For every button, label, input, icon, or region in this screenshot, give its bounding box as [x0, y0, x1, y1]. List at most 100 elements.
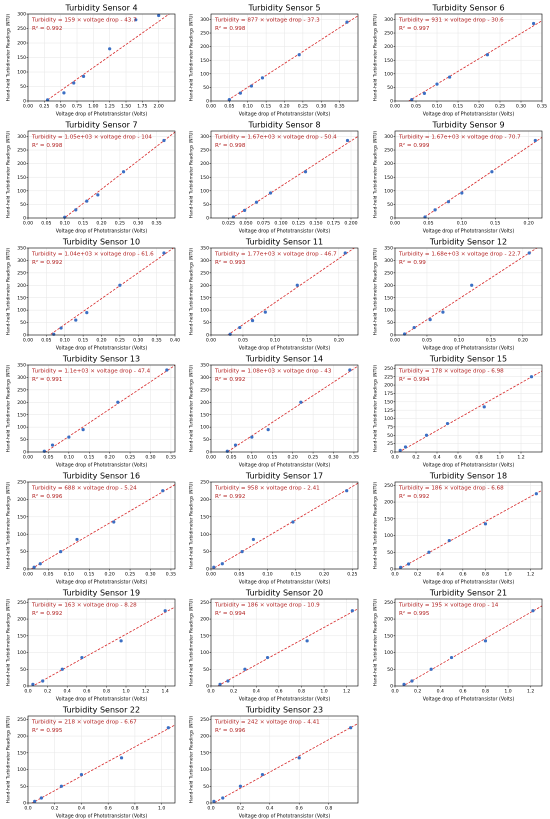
y-tick-label: 0: [23, 801, 26, 807]
data-point: [31, 683, 34, 686]
data-point: [162, 139, 165, 142]
chart-title: Turbidity Sensor 5: [247, 4, 320, 13]
x-tick-label: 0.20: [319, 572, 329, 578]
y-axis-label: Hand-held Turbidimeter Readings (NTU): [6, 716, 12, 804]
x-axis-label: Voltage drop of Phototransistor (Volts): [239, 697, 331, 703]
x-tick-label: 0.15: [84, 572, 94, 578]
y-tick-label: 50: [387, 202, 393, 208]
y-tick-label: 250: [200, 600, 209, 606]
data-point: [62, 91, 65, 94]
y-tick-label: 150: [17, 295, 26, 301]
x-tick-label: 0.4: [437, 689, 444, 695]
x-tick-label: 0.40: [170, 338, 180, 344]
x-tick-label: 0.10: [262, 572, 272, 578]
data-point: [162, 251, 165, 254]
x-tick-label: 0.4: [266, 806, 273, 812]
y-tick-label: 50: [387, 550, 393, 556]
x-tick-label: 0.25: [115, 338, 125, 344]
x-tick-label: 0.2: [414, 572, 421, 578]
y-tick-label: 350: [17, 246, 26, 252]
data-point: [63, 216, 66, 219]
y-tick-label: 100: [384, 533, 393, 539]
x-tick-label: 0.4: [253, 689, 260, 695]
fit-equation: Turbidity = 1.04e+03 × voltage drop - 61…: [31, 252, 154, 258]
y-tick-label: 100: [17, 70, 26, 76]
data-point: [429, 318, 432, 321]
y-axis-label: Hand-held Turbidimeter Readings (NTU): [373, 131, 379, 219]
y-axis-label: Hand-held Turbidimeter Readings (NTU): [373, 248, 379, 336]
y-tick-label: 50: [20, 320, 26, 326]
x-tick-label: 0.8: [131, 806, 138, 812]
x-axis-label: Voltage drop of Phototransistor (Volts): [239, 346, 331, 352]
data-point: [528, 251, 531, 254]
data-point: [345, 489, 348, 492]
data-point: [291, 520, 294, 523]
x-tick-label: 0.05: [422, 338, 432, 344]
x-tick-label: 0.35: [537, 104, 547, 110]
y-tick-label: 100: [200, 767, 209, 773]
data-point: [447, 200, 450, 203]
x-tick-label: 0.15: [267, 455, 277, 461]
x-tick-label: 1.2: [343, 689, 350, 695]
y-tick-label: 250: [17, 26, 26, 32]
x-tick-label: 1.2: [527, 689, 534, 695]
y-tick-label: 350: [200, 363, 209, 369]
fit-equation: Turbidity = 242 × voltage drop - 4.41: [214, 720, 320, 726]
x-tick-label: 0.30: [133, 338, 143, 344]
y-tick-label: 200: [200, 161, 209, 167]
chart-title: Turbidity Sensor 15: [429, 355, 507, 364]
y-tick-label: 0: [206, 216, 209, 222]
fit-equation: Turbidity = 178 × voltage drop - 6.98: [398, 369, 504, 375]
data-point: [402, 683, 405, 686]
x-tick-label: 0.200: [344, 221, 357, 227]
y-tick-label: 200: [384, 161, 393, 167]
y-tick-label: 0: [390, 684, 393, 690]
data-point: [118, 284, 121, 287]
x-tick-label: 0.15: [486, 338, 496, 344]
y-tick-label: 125: [384, 408, 393, 414]
y-tick-label: 0: [390, 333, 393, 339]
data-point: [212, 566, 215, 569]
y-tick-label: 150: [200, 58, 209, 64]
x-tick-label: 0.15: [302, 338, 312, 344]
y-tick-label: 150: [200, 175, 209, 181]
y-axis-label: Hand-held Turbidimeter Readings (NTU): [6, 599, 12, 687]
y-tick-label: 250: [17, 148, 26, 154]
x-tick-label: 0.30: [145, 455, 155, 461]
chart-title: Turbidity Sensor 14: [245, 355, 323, 364]
x-tick-label: 0.4: [433, 455, 440, 461]
data-point: [72, 81, 75, 84]
x-tick-label: 0.20: [518, 338, 528, 344]
y-tick-label: 150: [384, 175, 393, 181]
y-tick-label: 50: [387, 85, 393, 91]
y-tick-label: 100: [17, 767, 26, 773]
y-tick-label: 50: [387, 667, 393, 673]
data-point: [243, 209, 246, 212]
x-tick-label: 0.4: [78, 806, 85, 812]
data-point: [234, 443, 237, 446]
data-point: [85, 311, 88, 314]
data-point: [346, 139, 349, 142]
data-point: [51, 443, 54, 446]
x-tick-label: 1.2: [517, 455, 524, 461]
y-tick-label: 150: [17, 412, 26, 418]
y-tick-label: 100: [17, 188, 26, 194]
y-axis-label: Hand-held Turbidimeter Readings (NTU): [6, 131, 12, 219]
y-tick-label: 50: [20, 437, 26, 443]
x-tick-label: 1.0: [158, 806, 165, 812]
fit-equation: Turbidity = 195 × voltage drop - 14: [398, 603, 499, 609]
data-point: [531, 609, 534, 612]
r-squared: R² = 0.992: [32, 610, 62, 617]
r-squared: R² = 0.995: [32, 727, 63, 734]
r-squared: R² = 0.991: [32, 376, 63, 383]
fit-equation: Turbidity = 163 × voltage drop - 8.28: [31, 603, 137, 609]
x-tick-label: 0.35: [335, 104, 345, 110]
y-axis-label: Hand-held Turbidimeter Readings (NTU): [189, 365, 195, 453]
x-axis-label: Voltage drop of Phototransistor (Volts): [423, 697, 515, 703]
x-tick-label: 0.10: [243, 104, 253, 110]
data-point: [344, 251, 347, 254]
